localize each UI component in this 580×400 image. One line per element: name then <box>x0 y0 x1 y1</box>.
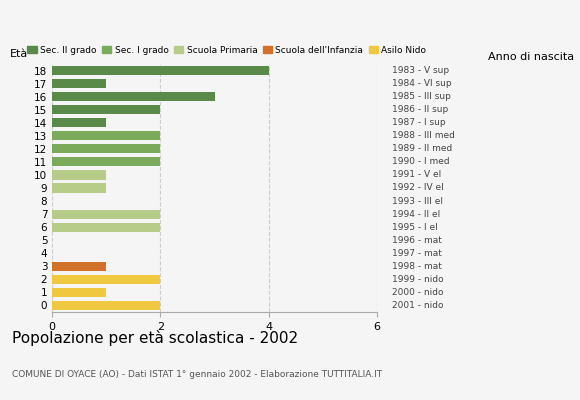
Text: 1989 - II med: 1989 - II med <box>392 144 452 153</box>
Bar <box>52 144 161 154</box>
Bar <box>52 288 106 297</box>
Text: 1994 - II el: 1994 - II el <box>392 210 440 219</box>
Legend: Sec. II grado, Sec. I grado, Scuola Primaria, Scuola dell'Infanzia, Asilo Nido: Sec. II grado, Sec. I grado, Scuola Prim… <box>27 46 426 54</box>
Text: 1990 - I med: 1990 - I med <box>392 157 449 166</box>
Text: 1986 - II sup: 1986 - II sup <box>392 105 448 114</box>
Text: Anno di nascita: Anno di nascita <box>488 52 574 62</box>
Bar <box>52 275 161 284</box>
Text: COMUNE DI OYACE (AO) - Dati ISTAT 1° gennaio 2002 - Elaborazione TUTTITALIA.IT: COMUNE DI OYACE (AO) - Dati ISTAT 1° gen… <box>12 370 382 379</box>
Bar <box>52 79 106 88</box>
Bar <box>52 262 106 271</box>
Bar <box>52 131 161 140</box>
Text: 1993 - III el: 1993 - III el <box>392 196 443 206</box>
Bar <box>52 105 161 114</box>
Bar <box>52 184 106 192</box>
Text: 1995 - I el: 1995 - I el <box>392 223 437 232</box>
Text: 1984 - VI sup: 1984 - VI sup <box>392 79 451 88</box>
Text: 1983 - V sup: 1983 - V sup <box>392 66 448 75</box>
Text: 1997 - mat: 1997 - mat <box>392 249 441 258</box>
Text: 1991 - V el: 1991 - V el <box>392 170 441 180</box>
Text: 1987 - I sup: 1987 - I sup <box>392 118 445 127</box>
Bar <box>52 118 106 127</box>
Text: 1996 - mat: 1996 - mat <box>392 236 441 245</box>
Text: 2001 - nido: 2001 - nido <box>392 301 443 310</box>
Text: 1999 - nido: 1999 - nido <box>392 275 443 284</box>
Text: 1998 - mat: 1998 - mat <box>392 262 441 271</box>
Bar <box>52 157 161 166</box>
Bar <box>52 301 161 310</box>
Bar <box>52 92 215 101</box>
Text: 1988 - III med: 1988 - III med <box>392 131 454 140</box>
Bar <box>52 66 269 75</box>
Text: Popolazione per età scolastica - 2002: Popolazione per età scolastica - 2002 <box>12 330 298 346</box>
Text: 1992 - IV el: 1992 - IV el <box>392 184 443 192</box>
Bar <box>52 170 106 180</box>
Text: 2000 - nido: 2000 - nido <box>392 288 443 297</box>
Bar <box>52 210 161 219</box>
Text: 1985 - III sup: 1985 - III sup <box>392 92 451 101</box>
Bar <box>52 222 161 232</box>
Text: Età: Età <box>10 49 28 59</box>
